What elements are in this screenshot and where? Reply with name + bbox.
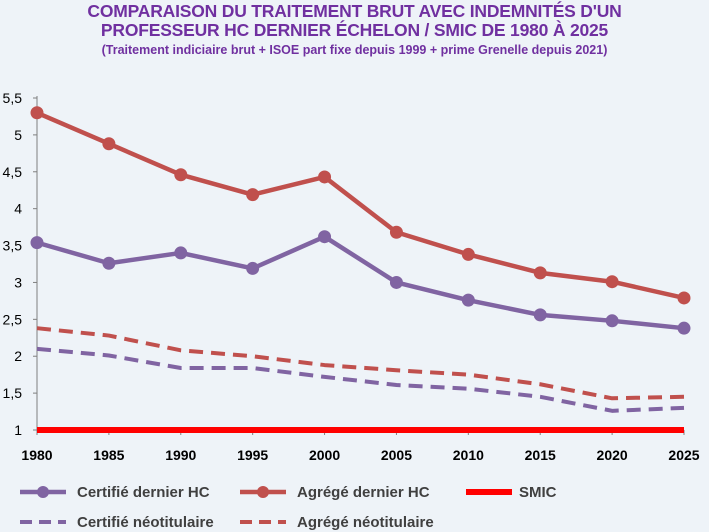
series-agrege-neotitulaire-legend-label: Agrégé néotitulaire	[297, 514, 434, 531]
series-agrege-dernier-hc-point	[246, 188, 260, 202]
y-tick-label: 3	[14, 274, 22, 290]
series-certifie-dernier-hc-point	[102, 256, 116, 270]
series-certifie-dernier-hc-point	[461, 293, 475, 307]
series-agrege-dernier-hc-point	[533, 266, 547, 280]
series-certifie-dernier-hc-point	[174, 246, 188, 260]
x-tick-label: 2005	[381, 447, 412, 463]
series-agrege-dernier-hc-point	[174, 168, 188, 182]
series-certifie-dernier-hc-legend-label: Certifié dernier HC	[77, 484, 210, 501]
series-agrege-dernier-hc-point	[102, 137, 116, 151]
legend-item: Certifié néotitulaire	[20, 514, 214, 531]
y-tick-label: 2,5	[3, 311, 23, 327]
series-smic-legend-label: SMIC	[519, 484, 557, 501]
y-tick-label: 1,5	[3, 385, 23, 401]
x-tick-label: 1980	[21, 447, 52, 463]
y-tick-label: 4	[14, 201, 22, 217]
x-tick-label: 1995	[237, 447, 268, 463]
legend-item: SMIC	[466, 484, 557, 501]
series-agrege-neotitulaire-line	[36, 326, 685, 401]
x-tick-label: 2010	[453, 447, 484, 463]
y-tick-label: 4,5	[3, 164, 23, 180]
chart-title: COMPARAISON DU TRAITEMENT BRUT AVEC INDE…	[0, 2, 709, 40]
y-tick-label: 5	[14, 127, 22, 143]
legend-item: Agrégé dernier HC	[240, 484, 430, 501]
chart-title-line2: PROFESSEUR HC DERNIER ÉCHELON / SMIC DE …	[100, 20, 609, 40]
series-agrege-dernier-hc-point	[605, 275, 619, 289]
chart-legend: Certifié dernier HC Agrégé dernier HC SMIC…	[20, 484, 557, 531]
legend-item: Certifié dernier HC	[20, 484, 210, 501]
series-agrege-dernier-hc-point	[389, 225, 403, 239]
series-certifie-dernier-hc-line	[36, 234, 685, 331]
series-agrege-dernier-hc-point	[30, 106, 44, 120]
series-certifie-dernier-hc-point	[677, 321, 691, 335]
series-certifie-dernier-hc-point	[389, 275, 403, 289]
series-certifie-dernier-hc-point	[533, 308, 547, 322]
series-certifie-dernier-hc-point	[605, 314, 619, 328]
chart-title-line1: COMPARAISON DU TRAITEMENT BRUT AVEC INDE…	[87, 1, 622, 21]
series-certifie-dernier-hc-point	[246, 261, 260, 275]
series-agrege-dernier-hc-point	[461, 247, 475, 261]
plot-area	[30, 106, 691, 433]
series-certifie-neotitulaire-line	[36, 346, 685, 413]
series-agrege-dernier-hc-point	[318, 170, 332, 184]
y-tick-label: 3,5	[3, 238, 23, 254]
y-tick-label: 2	[14, 348, 22, 364]
chart-axes: 1 1,5 2 2,5 3 3,5 4 4,5 5 5,5 1980 1985 1990 1995 2000…	[3, 90, 700, 463]
x-tick-label: 2015	[525, 447, 556, 463]
series-certifie-neotitulaire-legend-label: Certifié néotitulaire	[77, 514, 214, 531]
series-certifie-dernier-hc-point	[30, 236, 44, 250]
series-certifie-dernier-hc-legend-marker	[37, 486, 49, 498]
y-tick-label: 5,5	[3, 90, 23, 106]
legend-item: Agrégé néotitulaire	[240, 514, 434, 531]
series-agrege-dernier-hc-point	[677, 291, 691, 305]
x-tick-label: 2000	[309, 447, 340, 463]
y-tick-label: 1	[14, 422, 22, 438]
series-agrege-dernier-hc-legend-label: Agrégé dernier HC	[297, 484, 430, 501]
series-certifie-dernier-hc-point	[318, 230, 332, 244]
series-agrege-dernier-hc-legend-marker	[257, 486, 269, 498]
x-tick-label: 1985	[93, 447, 124, 463]
series-agrege-dernier-hc-line	[36, 110, 685, 301]
x-tick-label: 2025	[668, 447, 699, 463]
x-tick-label: 2020	[597, 447, 628, 463]
chart-subtitle: (Traitement indiciaire brut + ISOE part …	[101, 43, 608, 57]
x-tick-label: 1990	[165, 447, 196, 463]
